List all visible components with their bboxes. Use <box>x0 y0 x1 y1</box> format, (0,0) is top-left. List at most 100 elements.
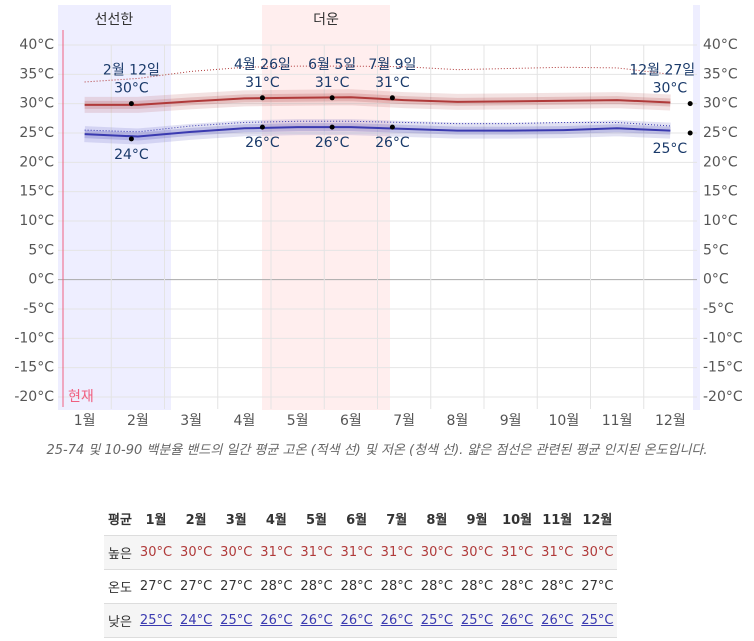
table-cell: 30°C <box>416 535 457 570</box>
y-tick-label: 5°C <box>28 242 54 258</box>
chart: 선선한 더운 40°C 40°C 35°C 35°C 30°C 30°C 25°C 25°C 20°… <box>14 5 743 429</box>
annotation-date: 2월 12일 <box>103 63 160 79</box>
y-tick-label: -15°C <box>14 360 54 376</box>
table-cell: 27°C <box>577 569 618 604</box>
header-row: 평균 1월 2월 3월 4월 5월 6월 7월 8월 9월 10월 11월 12월 <box>104 502 617 536</box>
y-tick-label: 15°C <box>19 184 54 200</box>
x-tick-label: 3월 <box>180 413 202 429</box>
table-cell: 28°C <box>296 569 337 604</box>
header-cell: 6월 <box>346 513 368 528</box>
y-tick-label-right: -5°C <box>703 301 734 317</box>
high-point <box>389 95 395 101</box>
low-point <box>329 124 335 130</box>
annotation-high: 31°C <box>375 75 410 91</box>
y-tick-label-right: 35°C <box>703 66 738 82</box>
low-point <box>128 136 134 142</box>
table-cell: 27°C <box>176 569 217 604</box>
table-cell: 28°C <box>336 569 377 604</box>
y-tick-label: -5°C <box>23 301 54 317</box>
header-cell: 12월 <box>582 513 613 528</box>
table-cell: 31°C <box>296 535 337 570</box>
table-cell: 25°C <box>416 603 457 638</box>
y-tick-label-right: -15°C <box>703 360 743 376</box>
y-tick-label: 40°C <box>19 37 54 53</box>
high-point <box>687 101 693 107</box>
x-tick-label: 5월 <box>287 413 309 429</box>
y-tick-label-right: 0°C <box>703 272 729 288</box>
annotation-low: 26°C <box>245 135 280 151</box>
table-cell: 28°C <box>537 569 578 604</box>
high-point <box>128 101 134 107</box>
high-point <box>259 95 265 101</box>
annotation-date: 6월 5일 <box>308 57 356 73</box>
table-cell: 온도 <box>104 569 136 604</box>
table-cell: 26°C <box>497 603 538 638</box>
table-cell: 30°C <box>135 535 177 570</box>
series-line <box>84 126 671 138</box>
y-tick-label: 10°C <box>19 213 54 229</box>
table-cell: 26°C <box>296 603 337 638</box>
low-point <box>389 124 395 130</box>
y-tick-label: 20°C <box>19 154 54 170</box>
table-cell: 27°C <box>135 569 177 604</box>
y-tick-label: 30°C <box>19 96 54 112</box>
y-tick-label-right: 40°C <box>703 37 738 53</box>
table-cell: 30°C <box>216 535 257 570</box>
x-tick-label: 12월 <box>655 413 686 429</box>
season-band <box>693 5 700 410</box>
table-cell: 26°C <box>336 603 377 638</box>
y-tick-label-right: -10°C <box>703 330 743 346</box>
table-cell: 25°C <box>577 603 618 638</box>
low-point <box>687 130 693 136</box>
y-tick-label-right: -20°C <box>703 389 743 405</box>
annotation-low: 25°C <box>653 141 688 157</box>
x-tick-label: 11월 <box>602 413 633 429</box>
table-row: 온도 27°C 27°C 27°C 28°C 28°C 28°C 28°C 28°C 28°C 28… <box>104 569 618 604</box>
header-cell: 평균 <box>108 513 132 528</box>
x-tick-label: 7월 <box>393 413 415 429</box>
low-point <box>259 124 265 130</box>
annotation-high: 30°C <box>114 81 149 97</box>
header-cell: 8월 <box>426 513 448 528</box>
y-tick-label: 25°C <box>19 125 54 141</box>
y-tick-label-right: 25°C <box>703 125 738 141</box>
table-cell: 31°C <box>497 535 538 570</box>
table-cell: 31°C <box>376 535 417 570</box>
table-cell: 28°C <box>376 569 417 604</box>
season-label: 선선한 <box>95 12 134 28</box>
annotation-low: 26°C <box>315 135 350 151</box>
high-point <box>329 95 335 101</box>
table-cell: 28°C <box>497 569 538 604</box>
table-cell: 높은 <box>104 535 136 570</box>
annotation-high: 30°C <box>653 81 688 97</box>
annotation-low: 26°C <box>375 135 410 151</box>
y-tick-label: -20°C <box>14 389 54 405</box>
table-cell: 28°C <box>256 569 297 604</box>
header-cell: 1월 <box>145 513 167 528</box>
y-tick-label: 35°C <box>19 66 54 82</box>
annotation-date: 12월 27일 <box>629 63 695 79</box>
y-tick-label-right: 10°C <box>703 213 738 229</box>
table-row: 낮은 25°C 24°C 25°C 26°C 26°C 26°C 26°C 25°C 25°C 26… <box>104 603 618 638</box>
table-cell: 26°C <box>256 603 297 638</box>
annotation-high: 31°C <box>245 75 280 91</box>
table-cell: 28°C <box>456 569 498 604</box>
table-cell: 28°C <box>416 569 457 604</box>
y-tick-label-right: 30°C <box>703 96 738 112</box>
table-cell: 30°C <box>577 535 618 570</box>
table-cell: 26°C <box>537 603 578 638</box>
header-cell: 7월 <box>386 513 408 528</box>
x-tick-label: 4월 <box>233 413 255 429</box>
header-cell: 2월 <box>185 513 207 528</box>
y-tick-label: -10°C <box>14 330 54 346</box>
table-cell: 25°C <box>456 603 498 638</box>
table-cell: 31°C <box>537 535 578 570</box>
annotation-date: 7월 9일 <box>368 57 416 73</box>
table-cell: 25°C <box>135 603 177 638</box>
header-cell: 10월 <box>502 513 533 528</box>
now-label: 현재 <box>68 389 94 405</box>
season-band <box>58 5 171 410</box>
annotation-low: 24°C <box>114 147 149 163</box>
annotation-high: 31°C <box>315 75 350 91</box>
